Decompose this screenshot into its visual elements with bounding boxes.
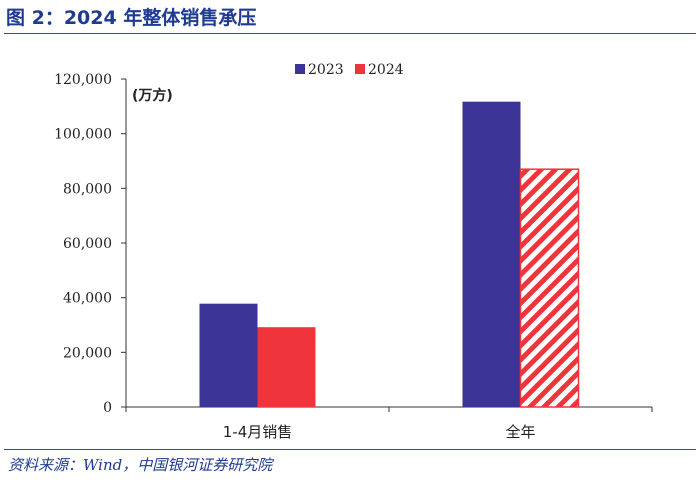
y-tick-label: 0 — [103, 400, 112, 416]
figure-title: 图 2：2024 年整体销售承压 — [6, 7, 257, 29]
x-category-label: 1-4月销售 — [223, 423, 293, 441]
y-tick-label: 100,000 — [54, 127, 112, 143]
y-tick-label: 20,000 — [63, 345, 112, 361]
legend-swatch-2023 — [295, 64, 305, 74]
legend-label-2024: 2024 — [368, 62, 404, 78]
y-tick-label: 60,000 — [63, 236, 112, 252]
footer-divider — [4, 449, 696, 450]
source-note: 资料来源：Wind，中国银河证券研究院 — [8, 456, 273, 474]
bar-2024-1 — [519, 168, 580, 408]
y-unit-label: (万方) — [132, 87, 173, 104]
bar-2023-0 — [199, 303, 258, 407]
chart-legend: 2023 2024 — [295, 62, 404, 78]
y-tick-label: 120,000 — [54, 72, 112, 88]
chart-bars — [199, 101, 580, 408]
title-divider — [4, 33, 696, 34]
bar-chart: 0 20,000 40,000 60,000 80,000 100,000 120,000 1… — [54, 62, 653, 441]
chart-labels: 0 20,000 40,000 60,000 80,000 100,000 120,000 1… — [54, 72, 535, 441]
x-category-label: 全年 — [505, 423, 535, 441]
legend-swatch-2024 — [355, 64, 365, 74]
legend-label-2023: 2023 — [308, 62, 344, 78]
bar-2023-1 — [462, 101, 521, 407]
y-tick-label: 40,000 — [63, 291, 112, 307]
y-tick-label: 80,000 — [63, 181, 112, 197]
bar-2024-0 — [257, 327, 316, 407]
